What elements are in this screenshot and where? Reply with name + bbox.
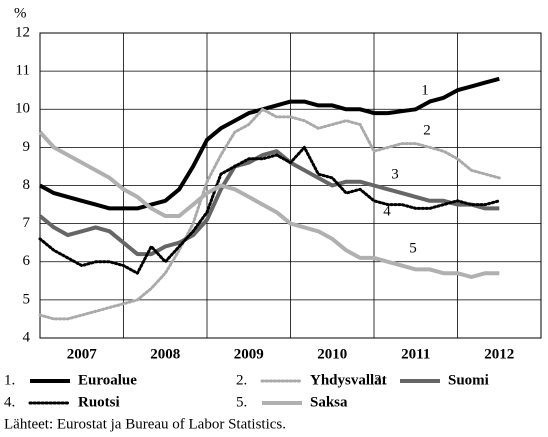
series-line bbox=[38, 130, 500, 279]
series-line bbox=[39, 76, 500, 211]
x-tick-label: 2007 bbox=[67, 346, 98, 362]
series-annotation: 5 bbox=[409, 240, 417, 256]
y-tick-label: 12 bbox=[15, 24, 30, 40]
y-tick-label: 4 bbox=[23, 329, 31, 345]
legend-number: 4. bbox=[4, 394, 15, 410]
legend-label: Euroalue bbox=[78, 372, 137, 388]
legend-number: 3. bbox=[374, 372, 385, 388]
legend-label: Yhdysvallat bbox=[310, 372, 387, 388]
series-line bbox=[38, 149, 500, 257]
legend-number: 1. bbox=[4, 372, 15, 388]
x-tick-label: 2010 bbox=[317, 346, 347, 362]
series-annotation: 1 bbox=[421, 82, 429, 98]
legend-number: 5. bbox=[236, 394, 247, 410]
x-tick-label: 2008 bbox=[150, 346, 180, 362]
legend-label: Saksa bbox=[310, 394, 348, 410]
y-tick-label: 11 bbox=[16, 63, 30, 79]
y-tick-label: 7 bbox=[23, 215, 31, 231]
legend-label: Ruotsi bbox=[78, 394, 120, 410]
y-tick-label: 6 bbox=[23, 253, 31, 269]
legend-label: Suomi bbox=[448, 372, 489, 388]
y-tick-label: 9 bbox=[23, 139, 31, 155]
series-annotation: 4 bbox=[383, 203, 391, 219]
legend-number: 2. bbox=[236, 372, 247, 388]
unit-label: % bbox=[14, 5, 27, 21]
series-line bbox=[38, 107, 501, 321]
x-tick-label: 2011 bbox=[401, 346, 430, 362]
series-annotation: 3 bbox=[391, 166, 399, 182]
series-line bbox=[38, 145, 501, 275]
y-tick-label: 8 bbox=[23, 177, 31, 193]
y-tick-label: 10 bbox=[15, 101, 30, 117]
series-annotation: 2 bbox=[423, 122, 431, 138]
x-tick-label: 2012 bbox=[484, 346, 514, 362]
y-tick-label: 5 bbox=[23, 291, 31, 307]
x-tick-label: 2009 bbox=[234, 346, 264, 362]
source: Lähteet: Eurostat ja Bureau of Labor Sta… bbox=[4, 416, 286, 432]
